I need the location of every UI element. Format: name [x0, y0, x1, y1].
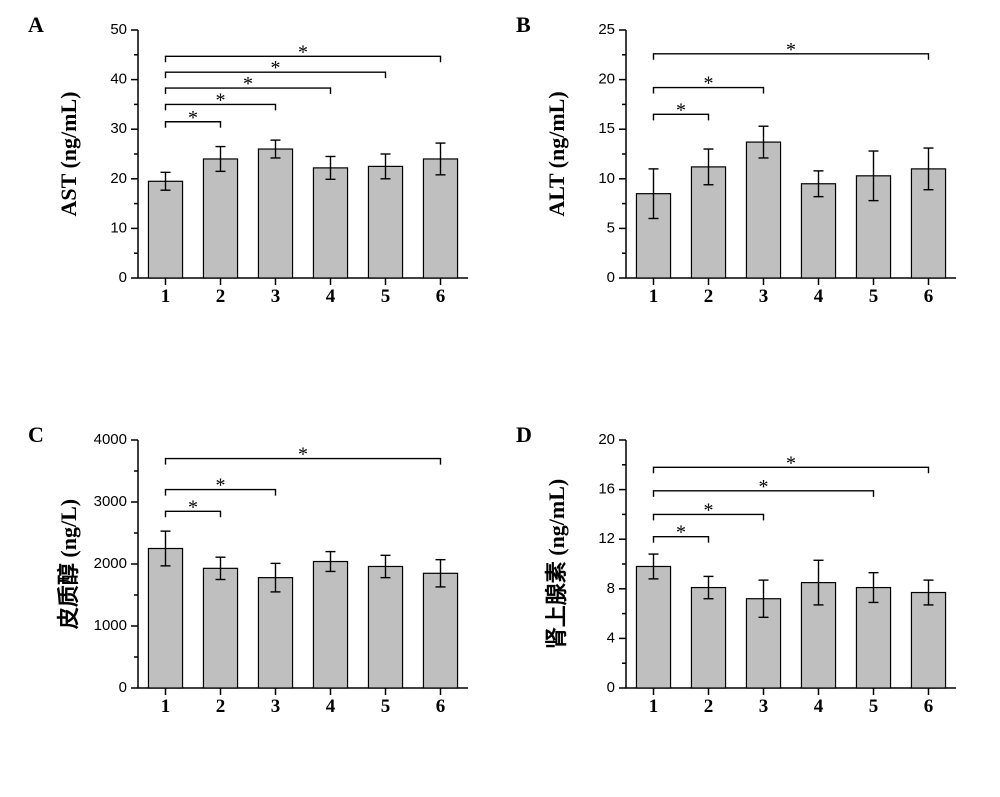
panel-label-A: A — [28, 12, 44, 38]
svg-text:*: * — [271, 57, 281, 79]
svg-text:25: 25 — [598, 21, 615, 38]
svg-text:2: 2 — [704, 286, 714, 307]
svg-text:*: * — [786, 452, 796, 474]
svg-text:*: * — [298, 444, 308, 466]
svg-text:50: 50 — [110, 21, 127, 38]
svg-text:ALT (ng/mL): ALT (ng/mL) — [544, 91, 569, 216]
svg-text:30: 30 — [110, 120, 127, 137]
svg-text:3: 3 — [271, 286, 281, 307]
svg-text:8: 8 — [607, 580, 615, 597]
panel-label-D: D — [516, 422, 532, 448]
svg-text:5: 5 — [869, 286, 879, 307]
svg-text:0: 0 — [607, 679, 615, 696]
svg-text:3: 3 — [759, 286, 769, 307]
svg-text:*: * — [676, 522, 686, 544]
svg-text:16: 16 — [598, 481, 615, 498]
svg-text:1000: 1000 — [94, 617, 127, 634]
svg-text:10: 10 — [110, 219, 127, 236]
svg-text:4: 4 — [814, 696, 824, 717]
svg-text:20: 20 — [598, 431, 615, 448]
svg-text:6: 6 — [924, 696, 934, 717]
panel-label-B: B — [516, 12, 531, 38]
svg-text:15: 15 — [598, 120, 615, 137]
svg-text:1: 1 — [649, 696, 659, 717]
svg-text:*: * — [188, 107, 198, 129]
svg-text:1: 1 — [161, 696, 171, 717]
svg-text:肾上腺素 (ng/mL): 肾上腺素 (ng/mL) — [544, 479, 569, 650]
svg-text:6: 6 — [436, 696, 446, 717]
svg-text:*: * — [243, 73, 253, 95]
chart-D: 048121620肾上腺素 (ng/mL)123456**** — [516, 420, 971, 765]
svg-text:*: * — [759, 476, 769, 498]
panel-label-C: C — [28, 422, 44, 448]
svg-text:4000: 4000 — [94, 431, 127, 448]
panel-B: B 0 5 10 15 20 25 ALT (ng/mL) 1 2 3 4 5 6 * * * — [516, 10, 971, 355]
svg-text:*: * — [188, 496, 198, 518]
svg-text:2000: 2000 — [94, 555, 127, 572]
svg-text:5: 5 — [607, 219, 615, 236]
svg-text:3000: 3000 — [94, 493, 127, 510]
svg-text:4: 4 — [814, 286, 824, 307]
svg-text:12: 12 — [598, 530, 615, 547]
svg-text:20: 20 — [110, 170, 127, 187]
panel-A: A 0 10 20 30 40 50 AST (ng/mL) 1 2 3 4 5 6 * * * * * — [28, 10, 483, 355]
svg-text:0: 0 — [119, 679, 127, 696]
svg-text:*: * — [676, 99, 686, 121]
svg-text:5: 5 — [381, 286, 391, 307]
svg-text:2: 2 — [704, 696, 714, 717]
svg-text:皮质醇 (ng/L): 皮质醇 (ng/L) — [56, 499, 81, 629]
svg-text:*: * — [298, 41, 308, 63]
svg-text:4: 4 — [326, 696, 336, 717]
svg-text:2: 2 — [216, 286, 226, 307]
svg-text:5: 5 — [869, 696, 879, 717]
svg-text:*: * — [216, 89, 226, 111]
svg-text:0: 0 — [607, 269, 615, 286]
svg-text:*: * — [704, 73, 714, 95]
chart-B: 0 5 10 15 20 25 ALT (ng/mL) 1 2 3 4 5 6 * * * — [516, 10, 971, 355]
svg-text:1: 1 — [649, 286, 659, 307]
panel-C: C 0 1000 2000 3000 4000 皮质醇 (ng/L) 1 2 3 4 5 6 * * * — [28, 420, 483, 765]
svg-text:0: 0 — [119, 269, 127, 286]
svg-text:3: 3 — [271, 696, 281, 717]
svg-text:AST (ng/mL): AST (ng/mL) — [56, 92, 81, 217]
svg-text:*: * — [704, 499, 714, 521]
panel-D: D048121620肾上腺素 (ng/mL)123456**** — [516, 420, 971, 765]
svg-text:2: 2 — [216, 696, 226, 717]
chart-A: 0 10 20 30 40 50 AST (ng/mL) 1 2 3 4 5 6 * * * * * — [28, 10, 483, 355]
svg-text:40: 40 — [110, 71, 127, 88]
svg-text:*: * — [216, 475, 226, 497]
svg-text:*: * — [786, 39, 796, 61]
svg-text:1: 1 — [161, 286, 171, 307]
svg-text:20: 20 — [598, 71, 615, 88]
svg-text:3: 3 — [759, 696, 769, 717]
figure-root: A01020304050AST (ng/mL)123456*****B05101… — [0, 0, 1000, 797]
svg-text:4: 4 — [607, 629, 615, 646]
svg-text:5: 5 — [381, 696, 391, 717]
svg-text:6: 6 — [436, 286, 446, 307]
svg-text:10: 10 — [598, 170, 615, 187]
svg-text:6: 6 — [924, 286, 934, 307]
chart-C: 0 1000 2000 3000 4000 皮质醇 (ng/L) 1 2 3 4 5 6 * * * — [28, 420, 483, 765]
svg-text:4: 4 — [326, 286, 336, 307]
